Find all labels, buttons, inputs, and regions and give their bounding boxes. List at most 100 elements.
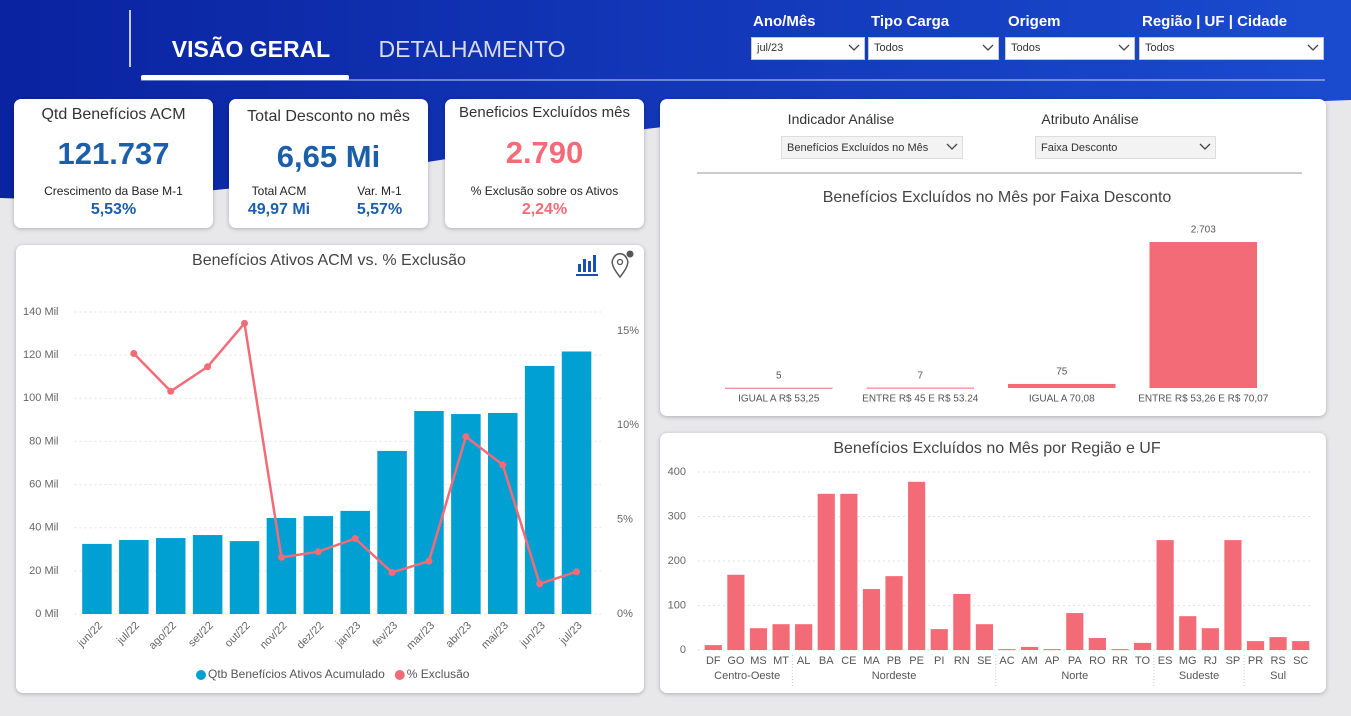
bar bbox=[1021, 646, 1039, 650]
bar bbox=[998, 649, 1016, 651]
x-tick-label: ago/22 bbox=[147, 620, 179, 652]
x-tick-label: MT bbox=[773, 655, 789, 667]
y-tick-label: 120 Mil bbox=[23, 349, 58, 361]
kpi-value: 2.790 bbox=[505, 135, 584, 170]
y-tick-label: 100 bbox=[668, 599, 686, 611]
line-marker bbox=[425, 557, 433, 565]
bar bbox=[908, 481, 926, 650]
y-tick-label: 40 Mil bbox=[29, 522, 58, 534]
kpi-detail-value: 2,24% bbox=[521, 201, 568, 218]
filter-value: Todos bbox=[874, 42, 904, 54]
bar bbox=[82, 543, 112, 614]
line-marker bbox=[204, 363, 212, 371]
bar bbox=[119, 540, 149, 614]
y-tick-label: 0 bbox=[680, 644, 686, 656]
x-tick-label: SE bbox=[977, 655, 992, 667]
kpi-detail-value: 5,57% bbox=[356, 201, 403, 218]
chart-title: Benefícios Excluídos no Mês por Faixa De… bbox=[823, 189, 1172, 206]
data-label: 7 bbox=[917, 370, 923, 381]
group-label: Nordeste bbox=[872, 670, 917, 682]
y-tick-label: 400 bbox=[668, 466, 686, 478]
x-tick-label: PE bbox=[909, 655, 924, 667]
x-tick-label: jun/23 bbox=[517, 620, 547, 650]
bar bbox=[1201, 628, 1219, 650]
filter-dropdown[interactable]: Todos bbox=[868, 37, 999, 60]
bar bbox=[1269, 637, 1287, 650]
chart-title: Benefícios Ativos ACM vs. % Exclusão bbox=[192, 252, 466, 269]
x-tick-label: IGUAL A R$ 53,25 bbox=[738, 394, 820, 405]
x-tick-label: jul/23 bbox=[557, 620, 585, 648]
kpi-title: Beneficios Excluídos mês bbox=[459, 104, 630, 121]
bar bbox=[229, 541, 260, 614]
x-tick-label: jun/22 bbox=[75, 620, 105, 650]
y2-tick-label: 15% bbox=[617, 325, 639, 337]
x-tick-label: fev/23 bbox=[371, 620, 401, 650]
y-tick-label: 80 Mil bbox=[29, 435, 58, 447]
kpi-detail-label: Crescimento da Base M-1 bbox=[44, 184, 183, 198]
line-marker bbox=[536, 580, 544, 588]
x-tick-label: set/22 bbox=[186, 620, 216, 650]
kpi-detail-label: Total ACM bbox=[251, 184, 307, 198]
line-marker bbox=[167, 387, 175, 395]
bar bbox=[704, 645, 722, 650]
y-tick-label: 300 bbox=[668, 510, 686, 522]
bar bbox=[1156, 540, 1174, 650]
bar bbox=[1066, 613, 1084, 650]
filter-dropdown[interactable]: jul/23 bbox=[751, 37, 865, 60]
map-icon[interactable] bbox=[611, 250, 634, 279]
x-tick-label: PB bbox=[887, 655, 902, 667]
bar bbox=[1043, 649, 1061, 651]
bar bbox=[303, 516, 334, 614]
x-tick-label: RN bbox=[954, 655, 970, 667]
x-tick-label: AP bbox=[1045, 655, 1060, 667]
filter-dropdown[interactable]: Todos bbox=[1139, 37, 1324, 60]
bar bbox=[975, 624, 993, 650]
chevron bbox=[848, 44, 860, 51]
x-tick-label: RR bbox=[1112, 655, 1128, 667]
line-marker bbox=[277, 553, 285, 561]
tab[interactable]: VISÃO GERAL bbox=[171, 36, 331, 62]
filter-label: Região | UF | Cidade bbox=[1142, 13, 1288, 30]
selector-dropdown[interactable]: Faixa Desconto bbox=[1035, 136, 1216, 159]
bar bbox=[1292, 641, 1310, 650]
filter-dropdown[interactable]: Todos bbox=[1005, 37, 1135, 60]
selector-dropdown[interactable]: Benefícios Excluídos no Mês bbox=[781, 136, 963, 159]
kpi-title: Qtd Benefícios ACM bbox=[41, 106, 186, 123]
kpi-title: Total Desconto no mês bbox=[247, 108, 410, 125]
legend-marker bbox=[394, 670, 405, 680]
bar bbox=[451, 414, 481, 614]
x-tick-label: AC bbox=[999, 655, 1014, 667]
bar bbox=[1088, 637, 1106, 650]
bar bbox=[266, 518, 297, 614]
kpi-value: 121.737 bbox=[57, 136, 170, 171]
line-marker bbox=[314, 548, 322, 556]
filter-label: Tipo Carga bbox=[871, 13, 950, 30]
x-tick-label: CE bbox=[841, 655, 856, 667]
bar bbox=[866, 387, 975, 389]
bar bbox=[155, 538, 186, 614]
bar bbox=[377, 450, 407, 614]
line-marker bbox=[130, 350, 138, 358]
line-marker bbox=[351, 535, 359, 542]
x-tick-label: abr/23 bbox=[444, 620, 475, 651]
line-marker bbox=[241, 319, 249, 327]
selector-value: Faixa Desconto bbox=[1041, 142, 1118, 154]
bar bbox=[817, 493, 835, 650]
x-tick-label: IGUAL A 70,08 bbox=[1029, 394, 1095, 405]
x-tick-label: nov/22 bbox=[258, 620, 290, 652]
x-tick-label: GO bbox=[727, 655, 745, 667]
filter-value: jul/23 bbox=[757, 42, 784, 54]
y2-tick-label: 5% bbox=[617, 514, 633, 526]
x-tick-label: jan/23 bbox=[333, 620, 363, 650]
filter-label: Ano/Mês bbox=[753, 13, 816, 30]
filter-value: Todos bbox=[1145, 42, 1175, 54]
kpi-detail-value: 5,53% bbox=[90, 201, 137, 218]
x-tick-label: SC bbox=[1293, 655, 1308, 667]
x-tick-label: ES bbox=[1158, 655, 1173, 667]
chevron bbox=[1199, 143, 1211, 150]
bar bbox=[930, 629, 948, 650]
line-marker bbox=[573, 568, 581, 576]
tab[interactable]: DETALHAMENTO bbox=[378, 36, 566, 62]
bar-icon[interactable] bbox=[576, 255, 598, 276]
